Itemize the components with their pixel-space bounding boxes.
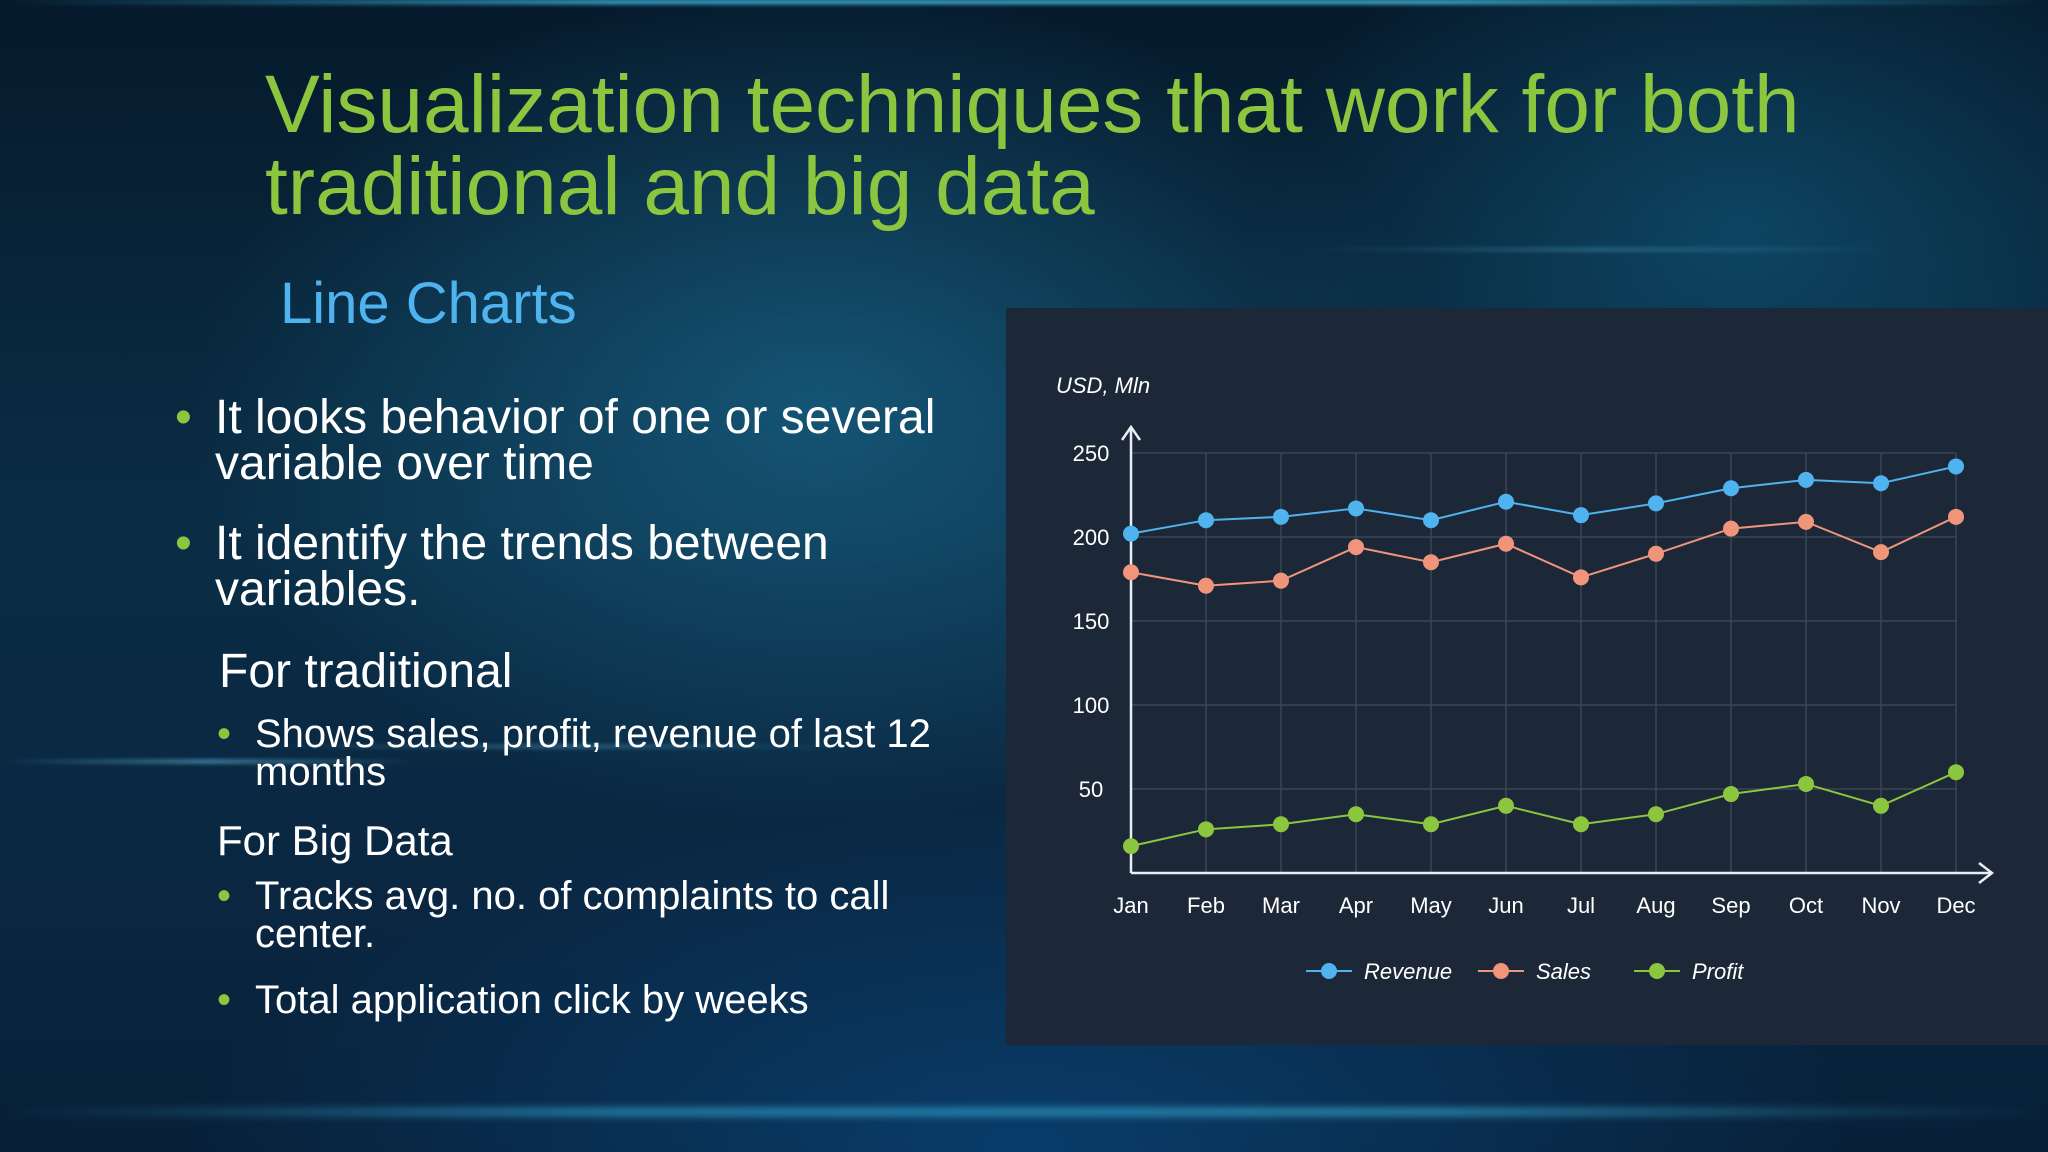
bullet-dot: • xyxy=(217,874,232,918)
data-point-sales xyxy=(1273,572,1289,589)
slide-title: Visualization techniques that work for b… xyxy=(265,59,1800,232)
data-point-revenue xyxy=(1423,512,1439,529)
data-point-sales xyxy=(1948,508,1964,525)
data-point-profit xyxy=(1348,806,1364,823)
legend-marker xyxy=(1321,963,1337,979)
sub-bullet-item: • Total application click by weeks xyxy=(175,978,975,1022)
data-point-revenue xyxy=(1198,512,1214,529)
light-streak xyxy=(0,760,420,763)
data-point-revenue xyxy=(1123,525,1139,542)
data-point-revenue xyxy=(1273,508,1289,525)
data-point-profit xyxy=(1798,775,1814,792)
data-point-sales xyxy=(1798,513,1814,530)
x-tick-label: Jun xyxy=(1488,893,1523,918)
line-chart: 50 100 150 200 250 Jan Feb Mar Apr May Jun Jul Aug Se… xyxy=(1056,373,1995,984)
x-tick-label: Mar xyxy=(1262,893,1300,918)
bigdata-heading: For Big Data xyxy=(217,817,453,864)
light-streak xyxy=(260,745,860,748)
bullet-text: Shows sales, profit, revenue of last 12 … xyxy=(255,712,931,794)
y-axis-label: USD, Mln xyxy=(1056,373,1150,398)
data-point-profit xyxy=(1123,838,1139,855)
legend-marker xyxy=(1493,963,1509,979)
bullet-item: • It identify the trends between variabl… xyxy=(175,517,975,614)
y-axis-arrow xyxy=(1120,424,1142,441)
bullet-item: • It looks behavior of one or several va… xyxy=(175,391,975,488)
data-point-profit xyxy=(1873,797,1889,814)
bullet-dot: • xyxy=(175,391,192,444)
data-point-sales xyxy=(1723,520,1739,537)
data-point-sales xyxy=(1498,535,1514,552)
x-tick-label: Oct xyxy=(1789,893,1823,918)
x-tick-label: Sep xyxy=(1711,893,1750,918)
data-point-sales xyxy=(1573,569,1589,586)
data-point-profit xyxy=(1723,786,1739,803)
bullet-dot: • xyxy=(217,712,232,756)
slide-subtitle: Line Charts xyxy=(280,271,577,336)
traditional-heading: For traditional xyxy=(219,645,513,698)
data-point-revenue xyxy=(1648,495,1664,512)
bottom-glow xyxy=(0,1108,2048,1116)
top-glow xyxy=(0,0,2048,4)
bullet-dot: • xyxy=(217,978,232,1022)
light-streak xyxy=(1300,248,1900,251)
data-point-profit xyxy=(1948,764,1964,781)
data-point-profit xyxy=(1498,797,1514,814)
data-point-profit xyxy=(1648,806,1664,823)
legend-marker xyxy=(1649,963,1665,979)
x-tick-label: May xyxy=(1410,893,1452,918)
data-point-sales xyxy=(1198,577,1214,594)
y-tick-label: 50 xyxy=(1079,777,1103,802)
y-tick-label: 250 xyxy=(1073,441,1110,466)
data-point-sales xyxy=(1123,564,1139,581)
y-tick-label: 150 xyxy=(1073,609,1110,634)
legend-label: Sales xyxy=(1536,959,1591,984)
x-tick-label: Jan xyxy=(1113,893,1148,918)
bullet-text: It looks behavior of one or several vari… xyxy=(215,391,936,490)
bullet-list: • It looks behavior of one or several va… xyxy=(175,391,975,1047)
legend-label: Revenue xyxy=(1364,959,1452,984)
sub-bullet-item: • Tracks avg. no. of complaints to call … xyxy=(175,874,975,956)
bullet-text: Total application click by weeks xyxy=(255,978,809,1022)
x-tick-label: Feb xyxy=(1187,893,1225,918)
data-point-revenue xyxy=(1498,493,1514,510)
data-point-revenue xyxy=(1348,500,1364,517)
line-chart-panel: 50 100 150 200 250 Jan Feb Mar Apr May Jun Jul Aug Se… xyxy=(1006,308,2048,1045)
legend-label: Profit xyxy=(1692,959,1744,984)
x-tick-label: Nov xyxy=(1861,893,1900,918)
data-point-sales xyxy=(1423,554,1439,571)
series-line-profit xyxy=(1130,771,1957,848)
sub-bullet-item: • Shows sales, profit, revenue of last 1… xyxy=(175,712,975,794)
y-tick-label: 100 xyxy=(1073,693,1110,718)
bullet-dot: • xyxy=(175,517,192,570)
data-point-revenue xyxy=(1723,480,1739,497)
bullet-text: It identify the trends between variables… xyxy=(215,517,829,616)
x-tick-label: Apr xyxy=(1339,893,1373,918)
data-point-sales xyxy=(1873,544,1889,561)
data-point-revenue xyxy=(1873,475,1889,492)
data-point-sales xyxy=(1348,539,1364,556)
data-point-profit xyxy=(1198,821,1214,838)
y-tick-label: 200 xyxy=(1073,525,1110,550)
x-tick-label: Dec xyxy=(1936,893,1975,918)
data-point-revenue xyxy=(1573,507,1589,524)
series-line-revenue xyxy=(1130,465,1957,535)
x-axis-arrow xyxy=(1978,862,1995,884)
data-point-revenue xyxy=(1798,471,1814,488)
x-tick-label: Jul xyxy=(1567,893,1595,918)
data-point-profit xyxy=(1273,816,1289,833)
data-point-revenue xyxy=(1948,458,1964,475)
data-point-sales xyxy=(1648,545,1664,562)
data-point-profit xyxy=(1423,816,1439,833)
bullet-text: Tracks avg. no. of complaints to call ce… xyxy=(255,874,890,956)
series-line-sales xyxy=(1130,515,1957,587)
x-tick-label: Aug xyxy=(1636,893,1675,918)
data-point-profit xyxy=(1573,816,1589,833)
